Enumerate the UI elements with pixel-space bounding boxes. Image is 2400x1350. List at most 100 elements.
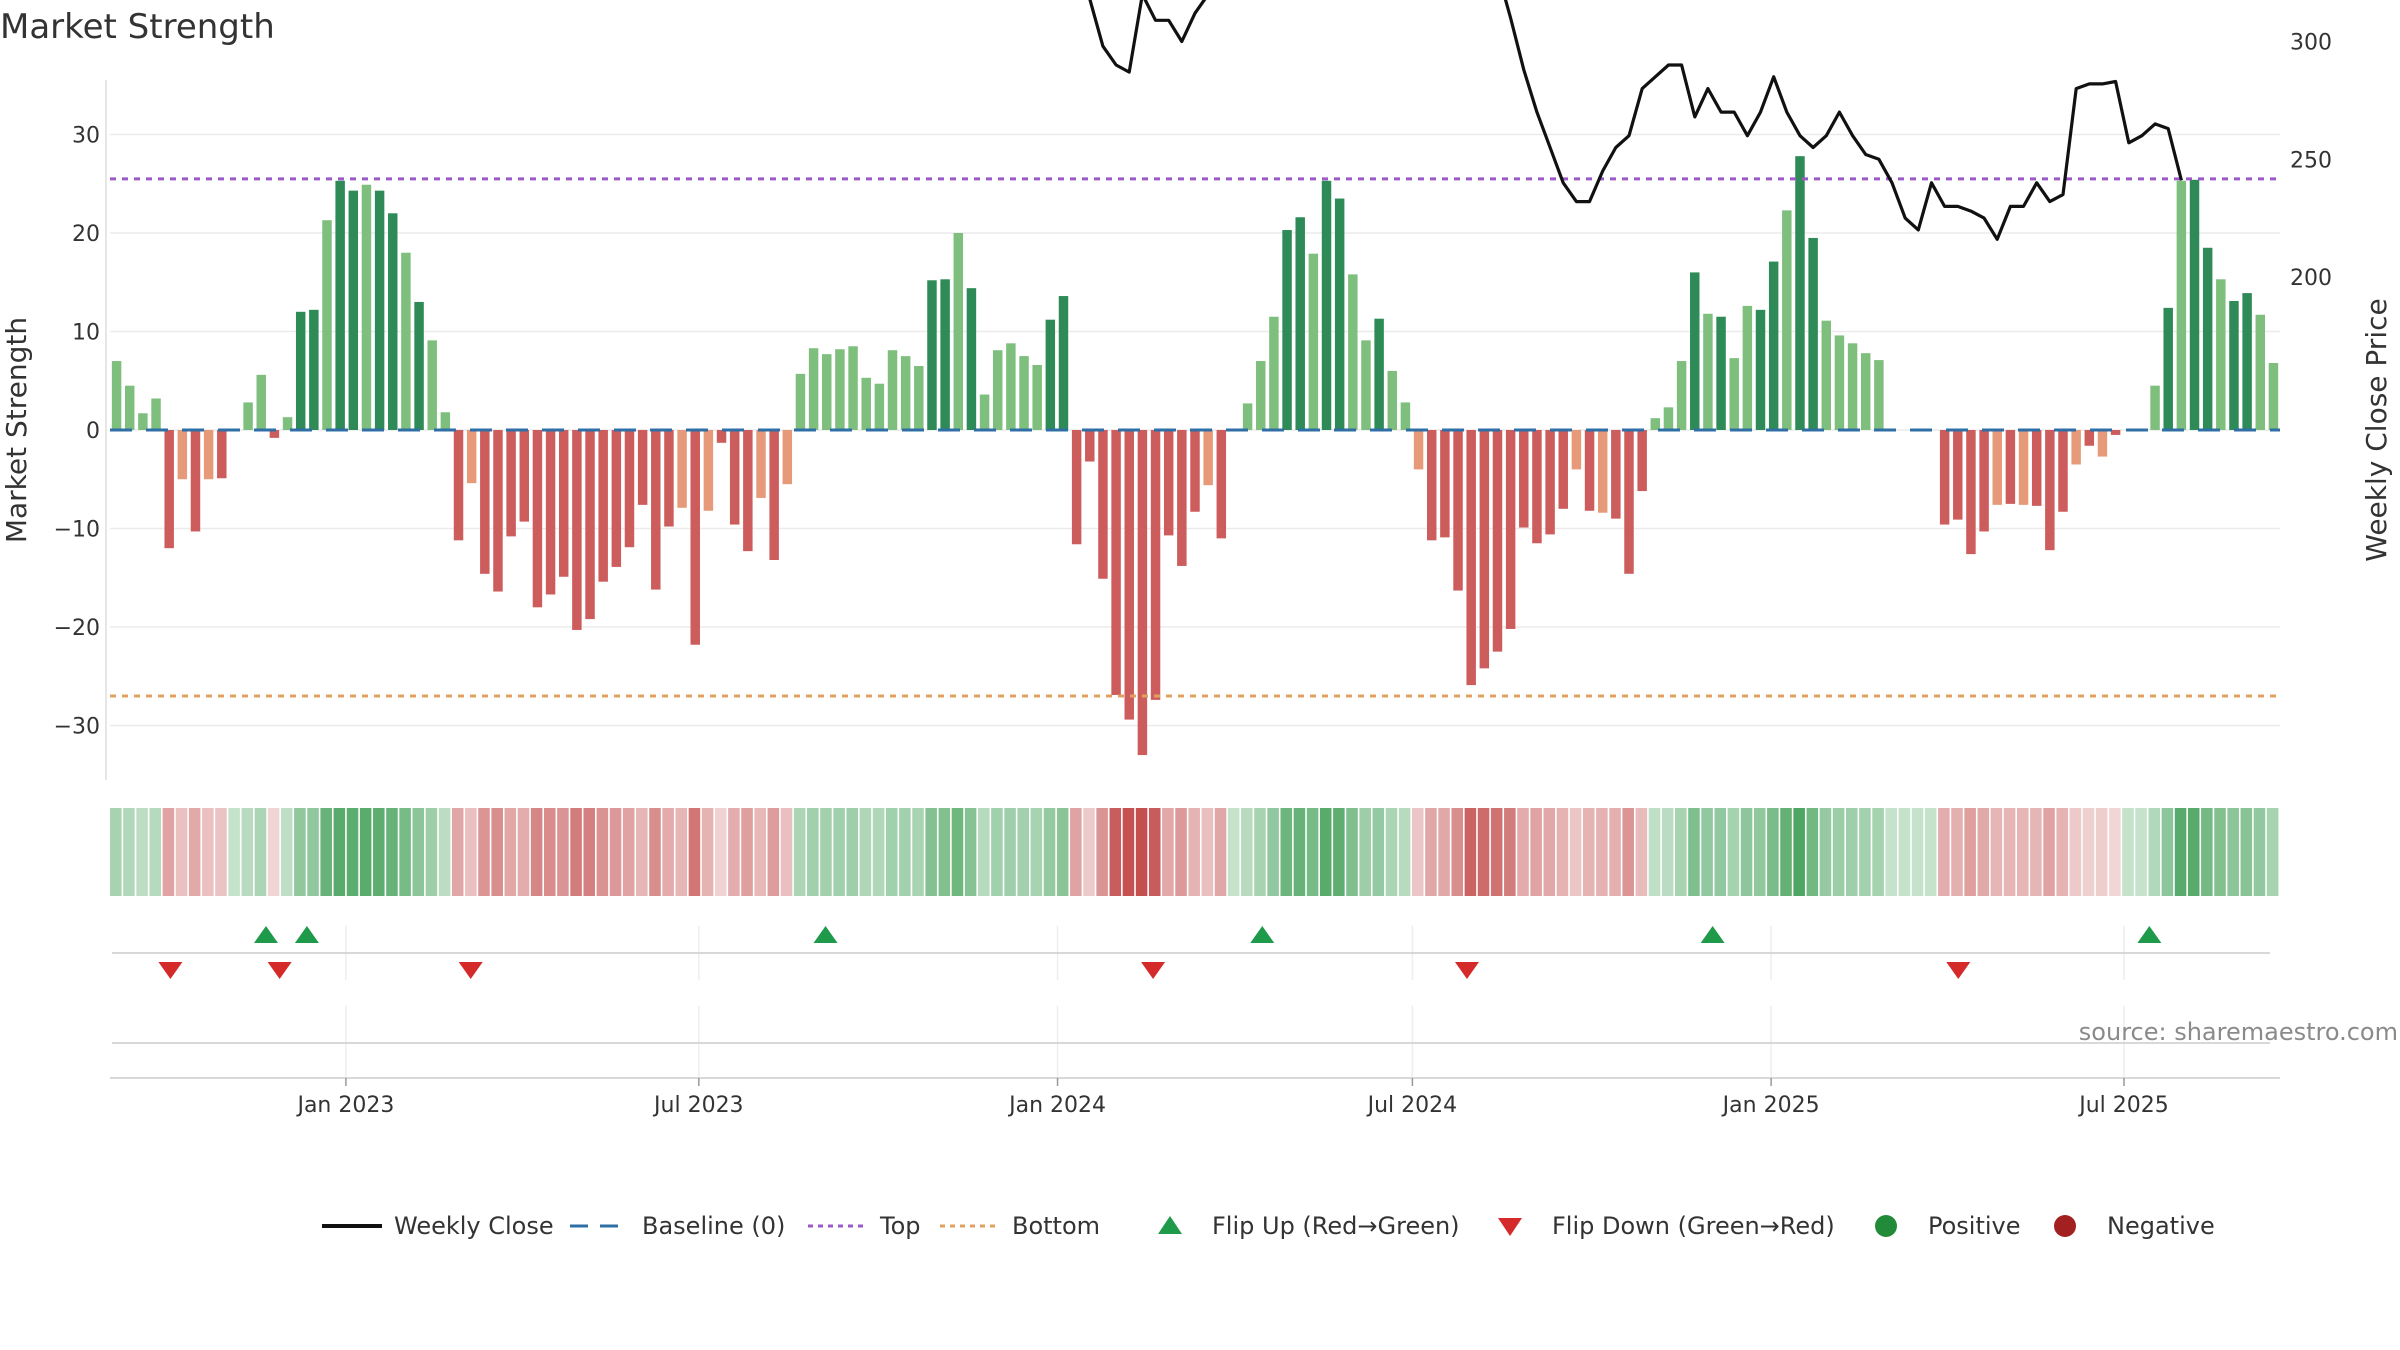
strength-bar (1624, 430, 1634, 574)
strength-bar (466, 430, 477, 484)
flip-down-marker (1946, 962, 1971, 979)
legend-swatch-flip-up (1158, 1216, 1182, 1234)
strength-bar (1742, 305, 1753, 430)
strength-bar (716, 430, 727, 443)
heat-cell (544, 808, 556, 896)
heat-cell (123, 808, 135, 896)
strength-bar (637, 430, 648, 505)
heat-cell (202, 808, 214, 896)
strength-bar (1387, 370, 1398, 430)
strength-bar (1532, 430, 1542, 544)
heat-cell (1004, 808, 1016, 896)
heat-cell (1504, 808, 1516, 896)
strength-bar (1111, 430, 1121, 695)
heat-cell (399, 808, 411, 896)
legend-label: Bottom (1012, 1212, 1100, 1240)
legend-label: Top (879, 1212, 921, 1240)
strength-bar (1137, 430, 1148, 756)
strength-bar (2045, 430, 2055, 551)
strength-bar (1413, 430, 1424, 470)
strength-bar (2110, 430, 2121, 435)
y-tick-label: 30 (72, 124, 100, 149)
strength-bar (1874, 360, 1884, 430)
heat-cell (557, 808, 569, 896)
strength-bar (138, 413, 148, 430)
heat-cell (1740, 808, 1753, 896)
heat-cell (517, 808, 530, 896)
heat-cell (1569, 808, 1582, 896)
strength-bar (1348, 274, 1358, 430)
heat-cell (1043, 808, 1056, 896)
heat-cell (1227, 808, 1240, 896)
x-tick-label: Jul 2025 (2077, 1093, 2169, 1118)
heat-cell (1885, 808, 1898, 896)
y2-tick-label: 250 (2290, 148, 2332, 173)
strength-bars (111, 156, 2279, 756)
heat-cell (307, 808, 319, 896)
strength-bar (190, 430, 201, 532)
heat-cell (2122, 808, 2134, 896)
heat-cell (2043, 808, 2055, 896)
heat-cell (1148, 808, 1161, 896)
strength-bar (1085, 430, 1095, 462)
strength-bar (1690, 272, 1700, 430)
strength-bar (545, 430, 556, 595)
strength-bar (1729, 358, 1739, 430)
heat-cell (1714, 808, 1727, 896)
legend-label: Positive (1928, 1212, 2021, 1240)
heat-cell (1070, 808, 1082, 896)
heat-cell (1188, 808, 1200, 896)
heat-cell (1556, 808, 1569, 896)
heat-cell (2227, 808, 2239, 896)
strength-bar (585, 430, 595, 620)
heat-cell (2240, 808, 2253, 896)
strength-bar (1992, 430, 2002, 505)
strength-bar (401, 252, 411, 430)
strength-bar (782, 430, 793, 485)
heat-cell (570, 808, 582, 896)
strength-bar (1834, 335, 1845, 430)
heat-cell (596, 808, 609, 896)
strength-bar (2018, 430, 2029, 505)
heat-cell (1780, 808, 1792, 896)
strength-bar (1808, 237, 1818, 430)
strength-bar (940, 279, 950, 430)
flip-up-marker (2137, 926, 2162, 943)
strength-bar (374, 190, 385, 430)
heat-cell (2253, 808, 2266, 896)
y-tick-label: 20 (72, 222, 100, 247)
heat-cell (833, 808, 845, 896)
heat-cell (1675, 808, 1687, 896)
heat-cell (951, 808, 964, 896)
heat-cell (1964, 808, 1976, 896)
heat-cell (1425, 808, 1437, 896)
strength-bar (2058, 430, 2068, 512)
heat-cell (1385, 808, 1398, 896)
strength-bar (979, 394, 990, 430)
legend-swatch-positive (1875, 1215, 1897, 1237)
strength-bar (1006, 343, 1016, 430)
heat-cell (2056, 808, 2068, 896)
strength-bar (506, 430, 516, 537)
heat-cell (2148, 808, 2161, 896)
strength-bar (164, 430, 174, 549)
weekly-close-line (1088, 0, 2183, 241)
strength-bar (1256, 361, 1266, 430)
heat-cell (136, 808, 148, 896)
strength-bar (1045, 319, 1056, 430)
heat-cell (754, 808, 766, 896)
heat-cell (1490, 808, 1503, 896)
x-tick-label: Jul 2024 (1366, 1093, 1458, 1118)
strength-bar (1703, 313, 1713, 430)
strength-bar (1019, 356, 1029, 430)
heat-cell (1819, 808, 1832, 896)
weekly-close-layer (1088, 0, 2183, 241)
strength-bar (519, 430, 530, 522)
heat-cell (320, 808, 332, 896)
strength-bar (966, 288, 977, 430)
heat-cell (386, 808, 398, 896)
flip-up-marker (813, 926, 838, 943)
strength-bar (729, 430, 740, 525)
heat-cell (228, 808, 240, 896)
heat-cell (846, 808, 859, 896)
